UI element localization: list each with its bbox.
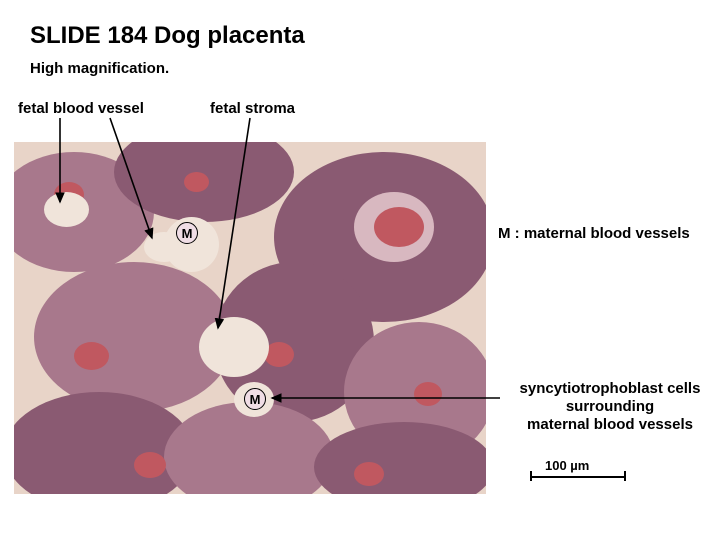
label-syncytio-line1: syncytiotrophoblast cells (510, 380, 710, 398)
marker-m2-label: M (250, 392, 261, 407)
micrograph-image (14, 142, 486, 494)
marker-m1-label: M (182, 226, 193, 241)
scalebar-tick-right (624, 471, 626, 481)
tissue-blob (374, 207, 424, 247)
tissue-blob (314, 422, 486, 494)
tissue-blob (414, 382, 442, 406)
tissue-blob (199, 317, 269, 377)
label-fetal-blood-vessel: fetal blood vessel (18, 100, 144, 117)
slide-subtitle: High magnification. (30, 60, 169, 77)
label-syncytiotrophoblast: syncytiotrophoblast cells surrounding ma… (510, 380, 710, 434)
label-fetal-stroma: fetal stroma (210, 100, 295, 117)
scalebar-tick-left (530, 471, 532, 481)
label-syncytio-line2: surrounding (510, 398, 710, 416)
slide-title: SLIDE 184 Dog placenta (30, 22, 305, 50)
tissue-blob (74, 342, 109, 370)
tissue-blob (44, 192, 89, 227)
scalebar-label: 100 µm (545, 458, 589, 473)
label-syncytio-line3: maternal blood vessels (510, 416, 710, 434)
marker-m1: M (176, 222, 198, 244)
scalebar-line (530, 476, 626, 478)
tissue-blob (354, 462, 384, 486)
tissue-blob (134, 452, 166, 478)
tissue-blob (184, 172, 209, 192)
marker-m2: M (244, 388, 266, 410)
legend-maternal-vessels: M : maternal blood vessels (498, 225, 690, 242)
